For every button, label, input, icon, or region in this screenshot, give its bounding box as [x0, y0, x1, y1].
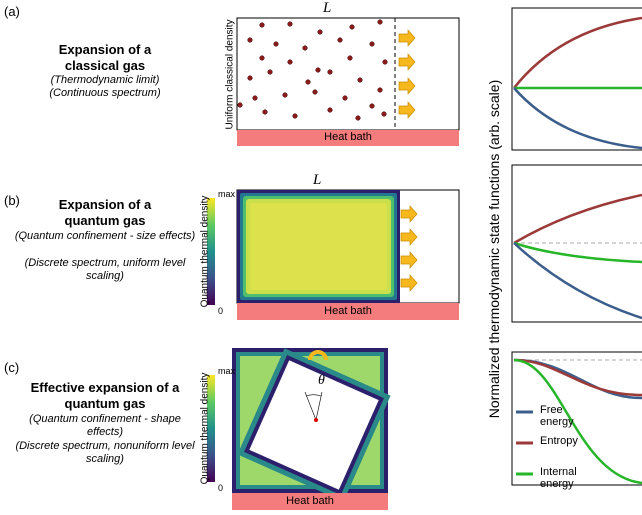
legend-label: Internal energy	[540, 466, 577, 490]
colorbar-min: 0	[218, 483, 224, 493]
particle	[377, 19, 383, 25]
density-label: Quantum thermal density	[199, 372, 211, 485]
density-label: Quantum thermal density	[199, 195, 211, 308]
y-axis-label: Normalized thermodynamic state functions…	[486, 79, 502, 419]
particle	[292, 113, 298, 119]
panel-title: Expansion of a classical gas	[58, 42, 152, 73]
length-label: L	[313, 172, 322, 188]
legend-label: Entropy	[540, 435, 578, 447]
colorbar-max: max	[218, 189, 236, 199]
particle	[259, 55, 265, 61]
length-label: L	[323, 0, 332, 16]
particle	[327, 69, 333, 75]
particle	[247, 37, 253, 43]
panel-note: (Thermodynamic limit)	[50, 74, 160, 86]
panel-note: (Quantum confinement - size effects)	[14, 230, 196, 242]
particle	[262, 109, 268, 115]
particle	[267, 69, 273, 75]
density-label: Uniform classical density	[224, 19, 236, 130]
colorbar-min: 0	[218, 306, 224, 316]
particle	[315, 67, 321, 73]
particle	[259, 22, 265, 28]
panel-a-graphic	[236, 17, 460, 146]
particle	[381, 111, 387, 117]
particle	[327, 107, 333, 113]
panel-note: (Continuous spectrum)	[49, 87, 161, 99]
particle	[273, 41, 279, 47]
particle	[305, 79, 311, 85]
particle	[355, 115, 361, 121]
bath-label: Heat bath	[286, 495, 334, 507]
panel-label: (a)	[4, 4, 20, 19]
particle	[302, 45, 308, 51]
state-function-plots	[511, 7, 642, 486]
particle	[312, 89, 318, 95]
panel-title: Effective expansion of a quantum gas	[30, 380, 180, 411]
particle	[347, 55, 353, 61]
panel-c-graphic	[207, 348, 391, 510]
panel-note: (Discrete spectrum, uniform level scalin…	[24, 257, 186, 282]
particle	[317, 29, 323, 35]
particle	[357, 77, 363, 83]
particle	[282, 92, 288, 98]
particle	[369, 103, 375, 109]
particle	[287, 21, 293, 27]
legend-label: Free energy	[540, 404, 574, 428]
panel-title: Expansion of a quantum gas	[58, 197, 152, 228]
particle	[337, 37, 343, 43]
particle	[342, 95, 348, 101]
particle	[377, 87, 383, 93]
particle	[252, 95, 258, 101]
particle	[287, 59, 293, 65]
panel-note: (Discrete spectrum, nonuniform level sca…	[15, 440, 195, 465]
angle-label: θ	[318, 373, 325, 388]
bath-label: Heat bath	[324, 131, 372, 143]
bath-label: Heat bath	[324, 305, 372, 317]
particle	[237, 102, 243, 108]
particle	[382, 59, 388, 65]
panel-note: (Quantum confinement - shape effects)	[29, 413, 181, 438]
particle	[369, 41, 375, 47]
particle	[349, 24, 355, 30]
particle	[247, 75, 253, 81]
panel-b-graphic	[207, 189, 460, 320]
colorbar-max: max	[218, 366, 236, 376]
panel-label: (c)	[4, 360, 20, 375]
panel-label: (b)	[4, 193, 20, 208]
